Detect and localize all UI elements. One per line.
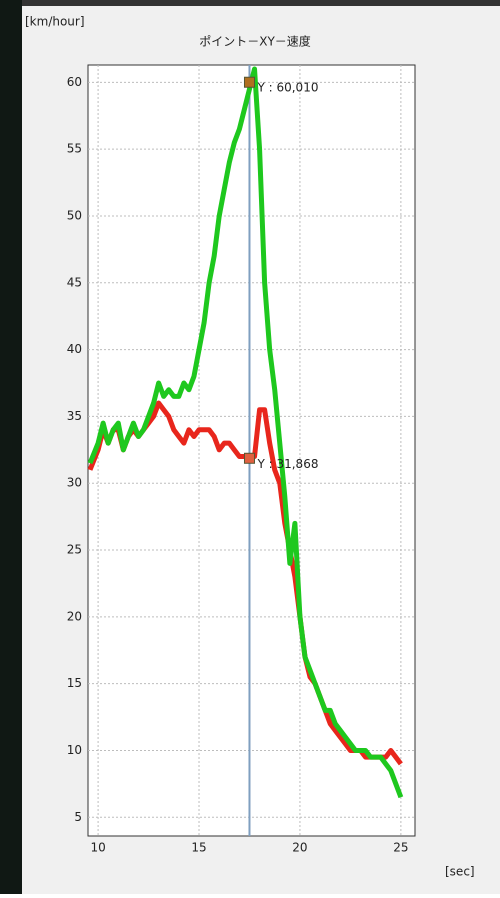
y-tick-label: 55 — [67, 142, 82, 156]
y-tick-label: 30 — [67, 476, 82, 490]
y-tick-label: 15 — [67, 676, 82, 690]
plot-area — [88, 65, 415, 836]
y-tick-label: 20 — [67, 609, 82, 623]
x-axis-label: [sec] — [445, 865, 475, 879]
y-tick-label: 60 — [67, 75, 82, 89]
y-tick-label: 5 — [74, 810, 82, 824]
chart-title: ポイント－XY－速度 — [199, 34, 311, 49]
cursor-marker — [244, 453, 254, 463]
x-tick-label: 10 — [90, 841, 105, 855]
cursor-marker — [244, 77, 254, 87]
annotation: Y : 60,010 — [256, 81, 318, 95]
annotation: Y : 31,868 — [256, 457, 318, 471]
y-axis-label: [km/hour] — [25, 15, 85, 29]
y-tick-label: 40 — [67, 342, 82, 356]
chart-window: ポイント－XY－速度 [km/hour] [sec] 5 10 15 20 25 30 35… — [0, 0, 500, 894]
x-tick-label: 20 — [292, 841, 307, 855]
x-tick-label: 25 — [393, 841, 408, 855]
y-tick-label: 10 — [67, 743, 82, 757]
y-tick-label: 50 — [67, 208, 82, 222]
y-tick-label: 35 — [67, 409, 82, 423]
page: {"chart_data": {"type": "line", "title":… — [0, 0, 500, 894]
x-tick-label: 15 — [191, 841, 206, 855]
y-tick-label: 25 — [67, 543, 82, 557]
top-bar — [22, 0, 500, 6]
side-strip — [0, 0, 22, 894]
y-tick-label: 45 — [67, 275, 82, 289]
